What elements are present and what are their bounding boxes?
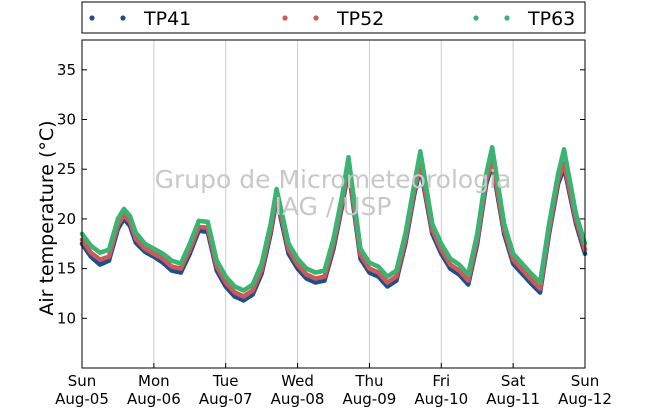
x-tick-label: Aug-10 bbox=[414, 390, 468, 408]
x-axis: SunAug-05MonAug-06TueAug-07WedAug-08ThuA… bbox=[55, 363, 612, 408]
legend-marker-tp41 bbox=[89, 15, 95, 21]
x-tick-day: Sun bbox=[571, 372, 600, 390]
x-tick-label: Aug-06 bbox=[127, 390, 181, 408]
x-tick-label: Aug-11 bbox=[486, 390, 540, 408]
legend-marker-tp63 bbox=[504, 15, 510, 21]
x-tick-day: Thu bbox=[354, 372, 383, 390]
legend-label-tp52: TP52 bbox=[336, 8, 384, 30]
y-tick-label: 20 bbox=[57, 210, 76, 228]
x-tick-label: Aug-09 bbox=[343, 390, 397, 408]
legend-label-tp41: TP41 bbox=[143, 8, 191, 30]
grid-lines bbox=[153, 40, 514, 368]
y-tick-label: 30 bbox=[57, 111, 76, 129]
y-tick-label: 35 bbox=[57, 61, 76, 79]
x-tick-label: Aug-12 bbox=[558, 390, 612, 408]
x-tick-day: Fri bbox=[432, 372, 450, 390]
watermark: Grupo de Micrometeorologia IAG / USP bbox=[155, 165, 512, 221]
x-tick-label: Aug-07 bbox=[199, 390, 253, 408]
x-tick-day: Tue bbox=[212, 372, 239, 390]
legend-marker-tp52 bbox=[282, 15, 288, 21]
x-tick-day: Wed bbox=[281, 372, 314, 390]
legend-marker-tp63 bbox=[473, 15, 479, 21]
x-tick-day: Sat bbox=[501, 372, 526, 390]
x-tick-day: Mon bbox=[138, 372, 170, 390]
y-axis-label: Air temperature (°C) bbox=[36, 120, 58, 315]
legend-label-tp63: TP63 bbox=[527, 8, 575, 30]
watermark-line-2: IAG / USP bbox=[275, 192, 392, 221]
y-tick-label: 10 bbox=[57, 309, 76, 327]
x-tick-label: Aug-08 bbox=[271, 390, 325, 408]
legend-marker-tp52 bbox=[313, 15, 319, 21]
data-series bbox=[79, 145, 588, 303]
legend-marker-tp41 bbox=[120, 15, 126, 21]
x-tick-day: Sun bbox=[68, 372, 97, 390]
y-tick-label: 25 bbox=[57, 160, 76, 178]
y-tick-label: 15 bbox=[57, 260, 76, 278]
series-tp63 bbox=[79, 145, 588, 293]
legend: TP41 TP52 TP63 bbox=[81, 1, 586, 34]
x-tick-label: Aug-05 bbox=[55, 390, 109, 408]
watermark-line-1: Grupo de Micrometeorologia bbox=[155, 165, 512, 194]
